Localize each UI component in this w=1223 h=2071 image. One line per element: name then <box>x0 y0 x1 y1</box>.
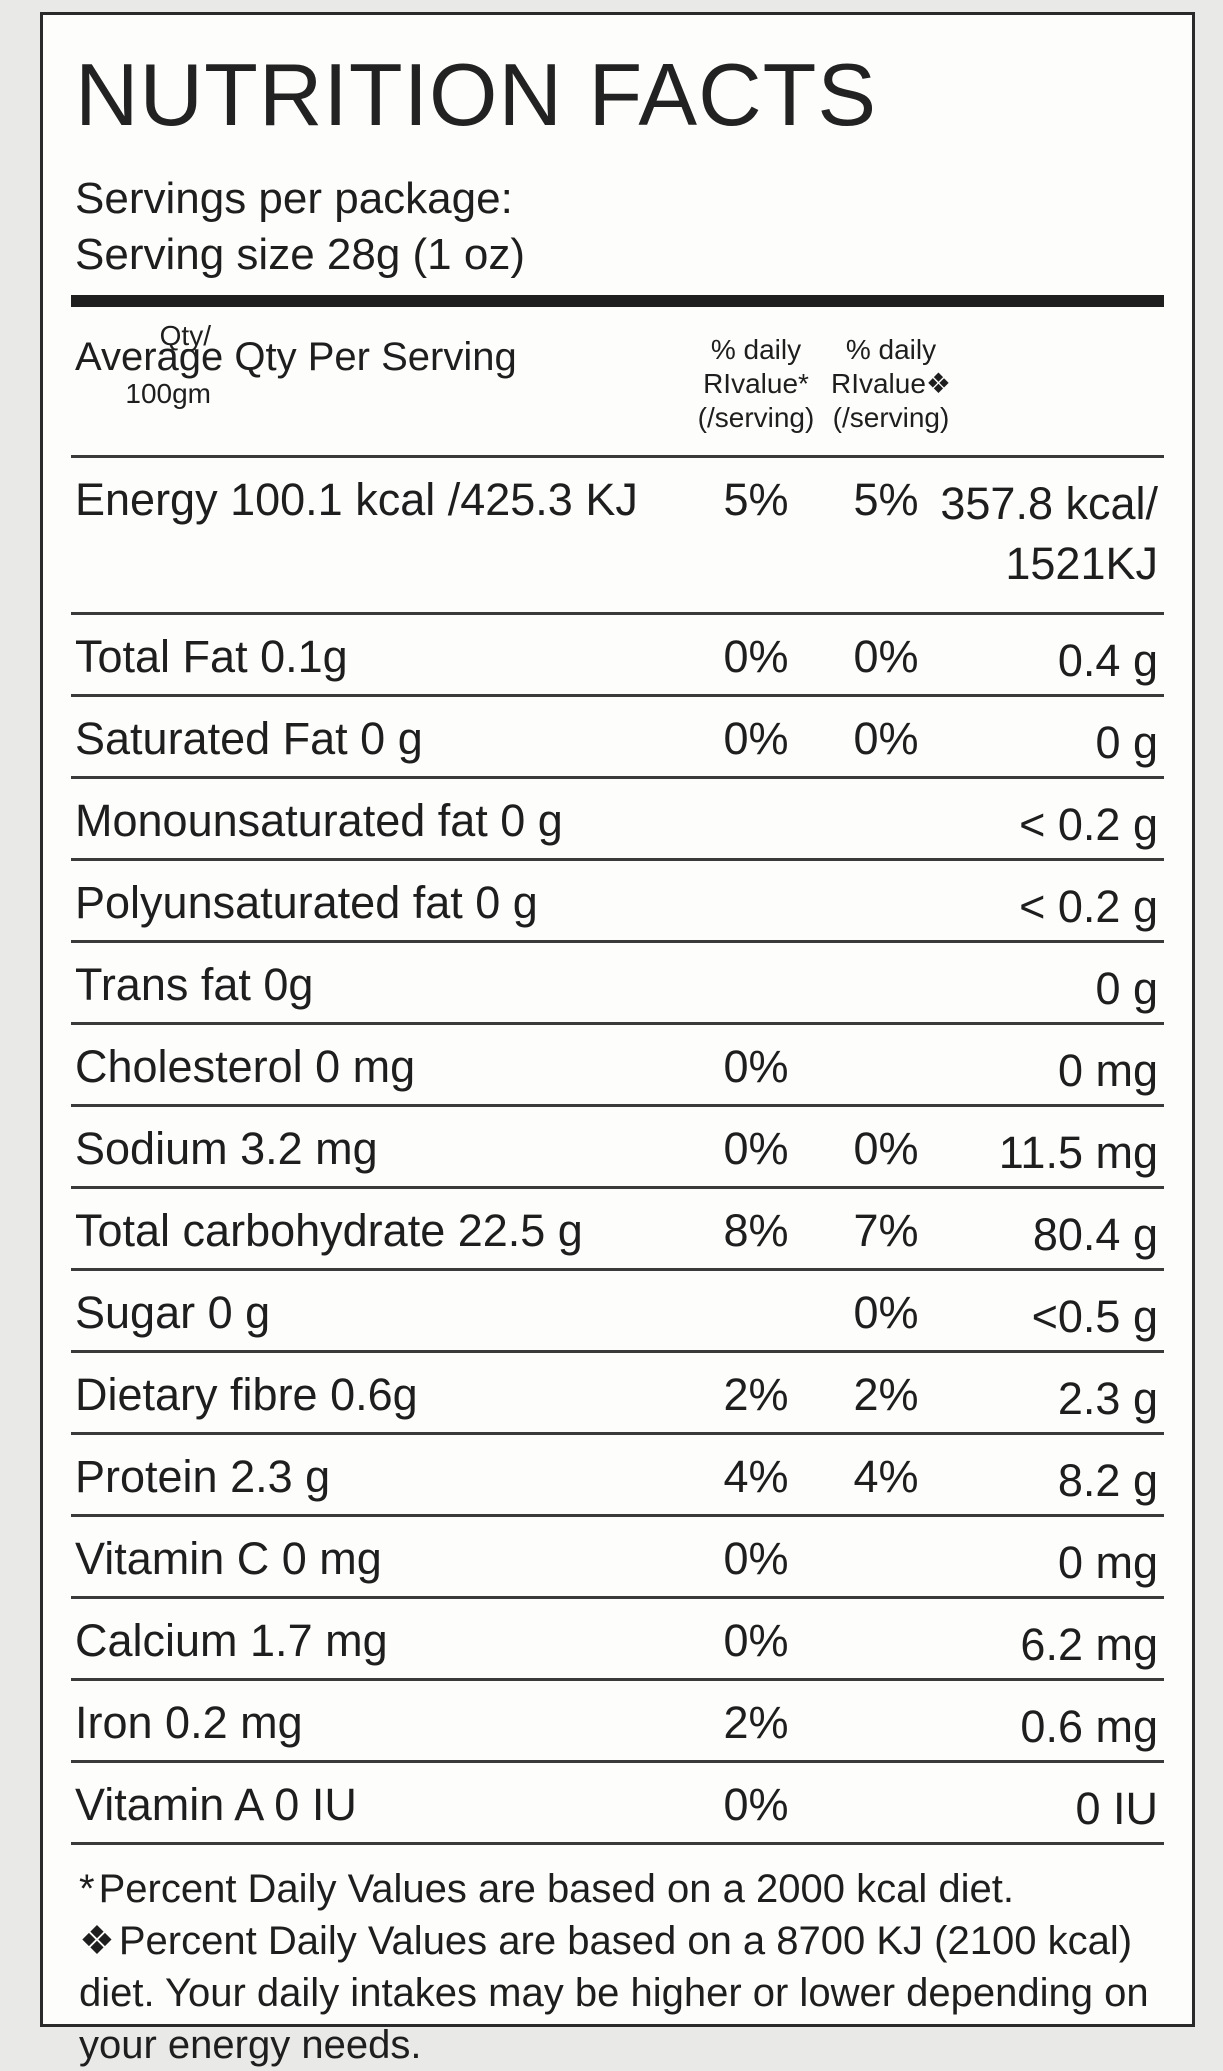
daily-value-1: 0% <box>723 631 789 682</box>
table-row: Saturated Fat 0 g 0% 0% 0 g <box>71 697 1164 779</box>
table-row: Calcium 1.7 mg 0% 6.2 mg <box>71 1599 1164 1681</box>
thick-divider <box>71 295 1164 307</box>
qty-per-100g: 0 mg <box>1057 1537 1158 1588</box>
daily-value-2: 0% <box>853 1123 919 1174</box>
table-row: Protein 2.3 g 4% 4% 8.2 g <box>71 1435 1164 1517</box>
table-row: Polyunsaturated fat 0 g < 0.2 g <box>71 861 1164 943</box>
servings-per-package: Servings per package: <box>75 174 513 223</box>
header-daily-ri-col1: % daily RIvalue* (/serving) <box>691 333 821 435</box>
qty-per-100g: 0 g <box>1095 717 1158 768</box>
qty-line1: 357.8 kcal/ <box>940 478 1158 529</box>
qty-per-100g: 11.5 mg <box>998 1127 1158 1178</box>
table-row: Dietary fibre 0.6g 2% 2% 2.3 g <box>71 1353 1164 1435</box>
daily-value-1: 5% <box>723 474 789 525</box>
qty-per-100g: 2.3 g <box>1057 1373 1158 1424</box>
header-col2-line2: RIvalue❖ <box>830 368 952 399</box>
daily-value-1: 8% <box>723 1205 789 1256</box>
daily-value-2: 0% <box>853 631 919 682</box>
daily-value-1: 0% <box>723 1779 789 1830</box>
qty-per-100g: 357.8 kcal/ 1521KJ <box>898 474 1158 594</box>
header-col3-line1: Qty/ <box>159 320 211 351</box>
header-col1-line2: RIvalue* <box>703 368 809 399</box>
daily-value-1: 2% <box>723 1369 789 1420</box>
daily-value-2: 0% <box>853 1287 919 1338</box>
qty-per-100g: 0 mg <box>1057 1045 1158 1096</box>
table-row: Vitamin C 0 mg 0% 0 mg <box>71 1517 1164 1599</box>
daily-value-1: 0% <box>723 713 789 764</box>
qty-per-100g: < 0.2 g <box>1019 799 1158 850</box>
qty-per-100g: 0.4 g <box>1057 635 1158 686</box>
qty-per-100g: <0.5 g <box>1031 1291 1158 1342</box>
table-header: Average Qty Per Serving % daily RIvalue*… <box>71 307 1164 458</box>
nutrient-name: Sugar 0 g <box>75 1287 271 1338</box>
nutrient-name: Sodium 3.2 mg <box>75 1123 378 1174</box>
daily-value-1: 0% <box>723 1123 789 1174</box>
footnote-1-text: Percent Daily Values are based on a 2000… <box>98 1867 1014 1911</box>
footnote-2-mark: ❖ <box>79 1919 115 1963</box>
footnotes: * Percent Daily Values are based on a 200… <box>79 1863 1149 2071</box>
qty-per-100g: 0 IU <box>1075 1783 1158 1834</box>
table-row: Cholesterol 0 mg 0% 0 mg <box>71 1025 1164 1107</box>
table-row: Total Fat 0.1g 0% 0% 0.4 g <box>71 615 1164 697</box>
daily-value-1: 0% <box>723 1615 789 1666</box>
qty-line2: 1521KJ <box>1005 538 1158 589</box>
qty-per-100g: 0 g <box>1095 963 1158 1014</box>
daily-value-2: 2% <box>853 1369 919 1420</box>
qty-per-100g: 0.6 mg <box>1020 1701 1158 1752</box>
nutrient-name: Monounsaturated fat 0 g <box>75 795 563 846</box>
nutrient-name: Protein 2.3 g <box>75 1451 331 1502</box>
nutrient-name: Vitamin A 0 IU <box>75 1779 357 1830</box>
serving-size: Serving size 28g (1 oz) <box>75 230 525 279</box>
nutrient-name: Saturated Fat 0 g <box>75 713 423 764</box>
qty-per-100g: < 0.2 g <box>1019 881 1158 932</box>
daily-value-1: 0% <box>723 1041 789 1092</box>
header-col2-line3: (/serving) <box>832 402 950 433</box>
header-col3-line2: 100gm <box>125 378 211 409</box>
nutrient-name: Energy 100.1 kcal /425.3 KJ <box>75 474 638 525</box>
daily-value-1: 4% <box>723 1451 789 1502</box>
table-row: Trans fat 0g 0 g <box>71 943 1164 1025</box>
header-col2-line1: % daily <box>845 334 937 365</box>
table-row: Total carbohydrate 22.5 g 8% 7% 80.4 g <box>71 1189 1164 1271</box>
table-row: Vitamin A 0 IU 0% 0 IU <box>71 1763 1164 1845</box>
header-col1-line1: % daily <box>710 334 802 365</box>
qty-per-100g: 8.2 g <box>1057 1455 1158 1506</box>
nutrient-name: Iron 0.2 mg <box>75 1697 303 1748</box>
table-row: Energy 100.1 kcal /425.3 KJ 5% 5% 357.8 … <box>71 458 1164 615</box>
table-row: Monounsaturated fat 0 g < 0.2 g <box>71 779 1164 861</box>
table-row: Sugar 0 g 0% <0.5 g <box>71 1271 1164 1353</box>
nutrition-facts-panel: NUTRITION FACTS Servings per package: Se… <box>40 12 1195 2067</box>
nutrient-name: Polyunsaturated fat 0 g <box>75 877 538 928</box>
nutrient-name: Calcium 1.7 mg <box>75 1615 388 1666</box>
table-row: Sodium 3.2 mg 0% 0% 11.5 mg <box>71 1107 1164 1189</box>
daily-value-2: 0% <box>853 713 919 764</box>
qty-per-100g: 6.2 mg <box>1020 1619 1158 1670</box>
header-qty-col: Qty/ 100gm <box>71 307 211 423</box>
daily-value-1: 0% <box>723 1533 789 1584</box>
page-title: NUTRITION FACTS <box>75 45 878 144</box>
header-col1-line3: (/serving) <box>697 402 815 433</box>
nutrient-name: Total carbohydrate 22.5 g <box>75 1205 583 1256</box>
header-daily-ri-col2: % daily RIvalue❖ (/serving) <box>826 333 956 435</box>
header-label: Average Qty Per Serving <box>75 335 517 379</box>
qty-per-100g: 80.4 g <box>1032 1209 1158 1260</box>
daily-value-2: 7% <box>853 1205 919 1256</box>
footnote-1-mark: * <box>79 1867 95 1911</box>
daily-value-2: 5% <box>853 474 919 525</box>
nutrient-name: Trans fat 0g <box>75 959 314 1010</box>
daily-value-1: 2% <box>723 1697 789 1748</box>
nutrient-name: Total Fat 0.1g <box>75 631 348 682</box>
daily-value-2: 4% <box>853 1451 919 1502</box>
nutrient-name: Dietary fibre 0.6g <box>75 1369 418 1420</box>
table-row: Iron 0.2 mg 2% 0.6 mg <box>71 1681 1164 1763</box>
nutrient-name: Vitamin C 0 mg <box>75 1533 382 1584</box>
footnote-1: * Percent Daily Values are based on a 200… <box>79 1863 1149 1915</box>
footnote-2-text: Percent Daily Values are based on a 8700… <box>79 1919 1149 2067</box>
nutrient-name: Cholesterol 0 mg <box>75 1041 416 1092</box>
